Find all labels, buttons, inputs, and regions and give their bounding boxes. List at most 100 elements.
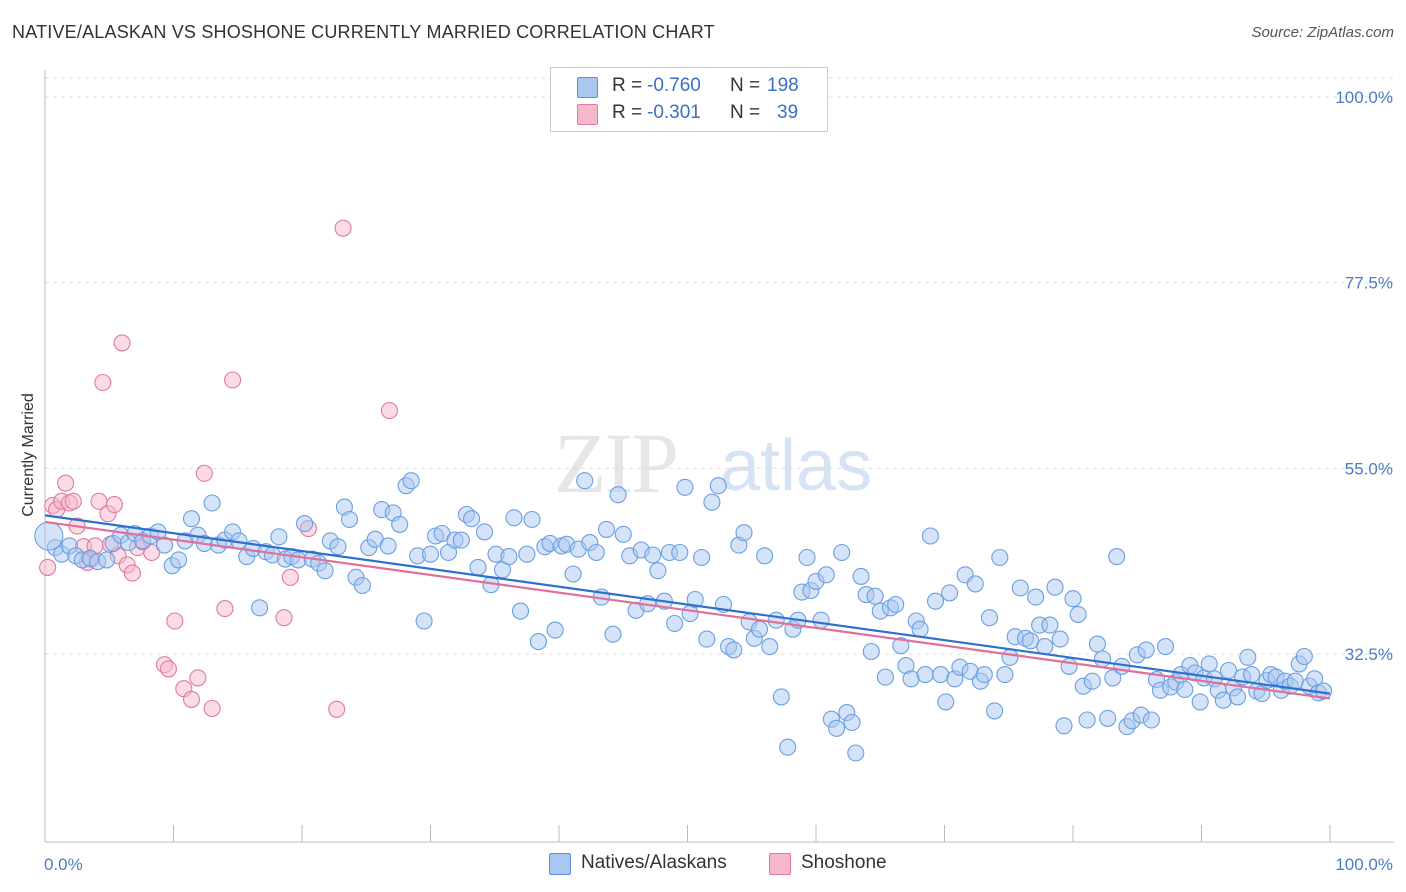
native-point xyxy=(649,562,667,580)
shoshone-point xyxy=(380,402,398,420)
native-point xyxy=(1295,647,1313,666)
source-label: Source: ZipAtlas.com xyxy=(1251,24,1394,41)
native-point xyxy=(847,744,865,762)
native-point xyxy=(203,494,221,512)
native-point xyxy=(1051,630,1069,648)
native-point xyxy=(1069,605,1087,623)
native-point xyxy=(155,536,174,554)
shoshone-point xyxy=(203,699,221,718)
native-point xyxy=(597,520,616,538)
native-point xyxy=(843,713,861,732)
x-tick-label: 0.0% xyxy=(44,855,83,874)
native-point xyxy=(329,538,347,556)
native-point xyxy=(1064,590,1082,608)
shoshone-point xyxy=(105,496,123,514)
native-point xyxy=(1094,650,1112,668)
native-point xyxy=(170,551,188,569)
native-point xyxy=(926,592,945,610)
shoshone-point xyxy=(39,558,57,576)
native-point xyxy=(1027,588,1045,606)
native-point xyxy=(564,565,582,583)
bottom-legend-swatch-shoshone xyxy=(769,853,791,875)
native-point xyxy=(966,575,984,593)
legend-r-label: R = xyxy=(612,102,643,123)
native-point xyxy=(475,523,494,541)
legend-n-label: N = xyxy=(730,75,761,96)
native-point xyxy=(996,666,1014,684)
shoshone-trend-line xyxy=(44,520,1331,700)
native-point xyxy=(379,537,397,555)
shoshone-point xyxy=(166,612,184,630)
native-point xyxy=(546,621,564,639)
y-axis-label: Currently Married xyxy=(20,393,37,517)
shoshone-point xyxy=(189,669,207,687)
native-point xyxy=(892,637,910,655)
native-point xyxy=(644,546,662,564)
native-point xyxy=(916,666,934,684)
native-point xyxy=(887,595,905,614)
native-point xyxy=(98,551,116,569)
native-point xyxy=(1060,657,1078,675)
native-point xyxy=(1041,616,1059,634)
native-point xyxy=(1088,635,1106,653)
native-point xyxy=(671,543,689,562)
shoshone-point xyxy=(159,660,177,678)
native-point xyxy=(1083,672,1101,690)
native-point xyxy=(1104,669,1122,687)
native-point xyxy=(975,666,993,684)
native-point xyxy=(500,548,518,566)
legend-n-value: 39 xyxy=(777,102,799,123)
native-point xyxy=(452,531,470,549)
native-point xyxy=(415,612,433,630)
native-point xyxy=(980,609,999,627)
native-point xyxy=(812,611,830,629)
grid xyxy=(45,77,1394,655)
native-point xyxy=(828,719,846,737)
native-point xyxy=(767,611,785,629)
legend-r-value: -0.301 xyxy=(647,102,701,123)
native-point xyxy=(1099,709,1117,727)
trend-lines xyxy=(44,514,1331,700)
shoshone-point xyxy=(275,609,293,627)
shoshone-point xyxy=(224,371,242,389)
x-tick-labels: 0.0% 100.0% xyxy=(44,855,1393,874)
native-point xyxy=(391,515,409,533)
bottom-legend-label-natives: Natives/Alaskans xyxy=(581,852,727,873)
native-point xyxy=(1046,578,1064,596)
shoshone-point xyxy=(57,474,75,492)
native-point xyxy=(511,602,530,620)
native-point xyxy=(289,551,307,569)
native-point xyxy=(666,614,684,633)
chart-title: NATIVE/ALASKAN VS SHOSHONE CURRENTLY MAR… xyxy=(12,22,715,42)
native-point xyxy=(911,620,929,638)
native-point xyxy=(1200,655,1218,673)
native-point xyxy=(986,702,1004,720)
y-tick-labels: 32.5% 55.0% 77.5% 100.0% xyxy=(1335,88,1393,664)
native-point xyxy=(725,641,743,659)
legend-swatch-shoshone xyxy=(577,104,598,125)
y-tick-label: 55.0% xyxy=(1345,459,1393,478)
x-tick-label: 100.0% xyxy=(1335,855,1393,874)
native-point xyxy=(1219,661,1238,680)
native-point xyxy=(932,666,950,684)
native-point xyxy=(761,638,779,656)
native-point xyxy=(296,515,314,533)
native-point xyxy=(614,525,632,543)
native-point xyxy=(316,562,334,580)
native-point xyxy=(182,510,201,528)
native-point xyxy=(1078,711,1096,729)
native-point xyxy=(866,587,884,605)
shoshone-point xyxy=(94,373,112,392)
native-point xyxy=(779,738,797,756)
native-point xyxy=(991,548,1009,567)
native-point xyxy=(921,527,939,545)
native-point xyxy=(1108,548,1126,566)
native-point xyxy=(686,590,704,609)
native-point xyxy=(340,510,359,529)
native-point xyxy=(576,472,594,490)
native-point xyxy=(251,599,269,617)
y-tick-label: 32.5% xyxy=(1345,645,1393,664)
y-tick-label: 100.0% xyxy=(1335,88,1393,107)
shoshone-point xyxy=(182,690,201,708)
